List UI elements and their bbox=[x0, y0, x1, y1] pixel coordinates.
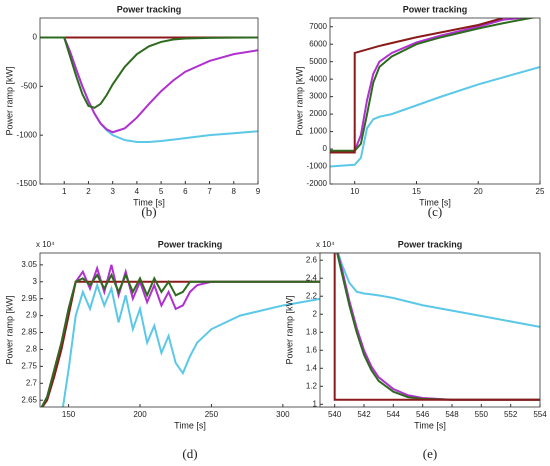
series-line bbox=[337, 253, 540, 328]
y-tick-label: 2.4 bbox=[306, 273, 318, 282]
x-tick-label: 6 bbox=[183, 187, 188, 196]
caption: (e) bbox=[423, 446, 437, 461]
y-tick-label: 1.2 bbox=[306, 381, 318, 390]
plot-area bbox=[40, 18, 258, 184]
y-tick-label: -1000 bbox=[307, 162, 328, 171]
y-tick-label: 2.2 bbox=[306, 291, 318, 300]
y-axis-label: Power ramp [kW] bbox=[294, 66, 304, 135]
x-tick-label: 10 bbox=[350, 187, 359, 196]
y-tick-label: 2000 bbox=[309, 109, 327, 118]
y-tick-label: 2.9 bbox=[26, 311, 38, 320]
caption: (b) bbox=[141, 204, 156, 219]
caption: (c) bbox=[428, 204, 442, 219]
x-tick-label: 8 bbox=[232, 187, 237, 196]
x-tick-label: 546 bbox=[416, 410, 430, 419]
series-line bbox=[40, 36, 258, 109]
x-tick-label: 9 bbox=[256, 187, 261, 196]
y-tick-label: 1.6 bbox=[306, 345, 318, 354]
x-tick-label: 544 bbox=[387, 410, 401, 419]
y-tick-label: 2.8 bbox=[26, 345, 38, 354]
series-line bbox=[40, 272, 340, 407]
chart-title: Power tracking bbox=[158, 239, 223, 249]
y-tick-label: 2.85 bbox=[21, 328, 37, 337]
series-line bbox=[330, 65, 540, 168]
chart-title: Power tracking bbox=[403, 4, 468, 14]
plot-frame bbox=[39, 17, 259, 185]
x-tick-label: 4 bbox=[135, 187, 140, 196]
x-tick-label: 20 bbox=[474, 187, 483, 196]
x-tick-label: 554 bbox=[533, 410, 547, 419]
y-tick-label: 2.75 bbox=[21, 361, 37, 370]
plot-frame bbox=[329, 17, 541, 185]
y-tick-label: 3 bbox=[33, 277, 38, 286]
x-tick-label: 540 bbox=[328, 410, 342, 419]
series-line bbox=[330, 18, 504, 154]
plot-area bbox=[320, 253, 540, 407]
plot-frame bbox=[319, 252, 541, 408]
x-tick-label: 300 bbox=[276, 410, 290, 419]
y-tick-label: 2.95 bbox=[21, 294, 37, 303]
y-axis-label: Power ramp [kW] bbox=[4, 66, 14, 135]
x-tick-label: 15 bbox=[412, 187, 421, 196]
y-tick-label: 0 bbox=[33, 33, 38, 42]
y-axis-label: Power ramp [kW] bbox=[4, 295, 14, 364]
x-tick-label: 25 bbox=[536, 187, 545, 196]
plot-area bbox=[330, 18, 540, 184]
x-tick-label: 200 bbox=[133, 410, 147, 419]
series-line bbox=[40, 36, 258, 134]
y-tick-label: 5000 bbox=[309, 57, 327, 66]
y-multiplier: x 10⁴ bbox=[36, 240, 55, 249]
x-tick-label: 250 bbox=[205, 410, 219, 419]
chart-title: Power tracking bbox=[117, 4, 182, 14]
y-tick-label: -500 bbox=[21, 81, 38, 90]
y-tick-label: 0 bbox=[323, 144, 328, 153]
y-tick-label: -2000 bbox=[307, 179, 328, 188]
x-axis-label: Time [s] bbox=[414, 420, 446, 430]
chart-title: Power tracking bbox=[398, 239, 463, 249]
y-tick-label: 1.8 bbox=[306, 327, 318, 336]
x-tick-label: 5 bbox=[159, 187, 164, 196]
y-tick-label: 2.7 bbox=[26, 378, 38, 387]
x-axis-label: Time [s] bbox=[133, 197, 165, 207]
y-tick-label: 2.65 bbox=[21, 395, 37, 404]
y-tick-label: 3000 bbox=[309, 92, 327, 101]
y-tick-label: 2 bbox=[313, 309, 318, 318]
x-tick-label: 3 bbox=[110, 187, 115, 196]
x-axis-label: Time [s] bbox=[174, 420, 206, 430]
y-tick-label: 1 bbox=[313, 399, 318, 408]
y-tick-label: -1000 bbox=[17, 130, 38, 139]
y-tick-label: 1.4 bbox=[306, 363, 318, 372]
y-tick-label: 4000 bbox=[309, 74, 327, 83]
x-axis-label: Time [s] bbox=[419, 197, 451, 207]
y-tick-label: 3.05 bbox=[21, 260, 37, 269]
y-tick-label: 1000 bbox=[309, 127, 327, 136]
plot-area bbox=[40, 253, 340, 407]
x-tick-label: 1 bbox=[62, 187, 67, 196]
x-tick-label: 7 bbox=[207, 187, 212, 196]
caption: (d) bbox=[182, 446, 197, 461]
x-tick-label: 548 bbox=[445, 410, 459, 419]
x-tick-label: 150 bbox=[62, 410, 76, 419]
series-line bbox=[333, 253, 540, 401]
y-tick-label: 7000 bbox=[309, 22, 327, 31]
y-axis-label: Power ramp [kW] bbox=[284, 295, 294, 364]
x-tick-label: 542 bbox=[357, 410, 371, 419]
x-tick-label: 552 bbox=[504, 410, 518, 419]
y-tick-label: -1500 bbox=[17, 179, 38, 188]
y-tick-label: 6000 bbox=[309, 39, 327, 48]
series-line bbox=[61, 281, 340, 407]
x-tick-label: 550 bbox=[475, 410, 489, 419]
x-tick-label: 2 bbox=[86, 187, 91, 196]
y-tick-label: 2.6 bbox=[306, 255, 318, 264]
y-multiplier: x 10⁴ bbox=[316, 240, 335, 249]
